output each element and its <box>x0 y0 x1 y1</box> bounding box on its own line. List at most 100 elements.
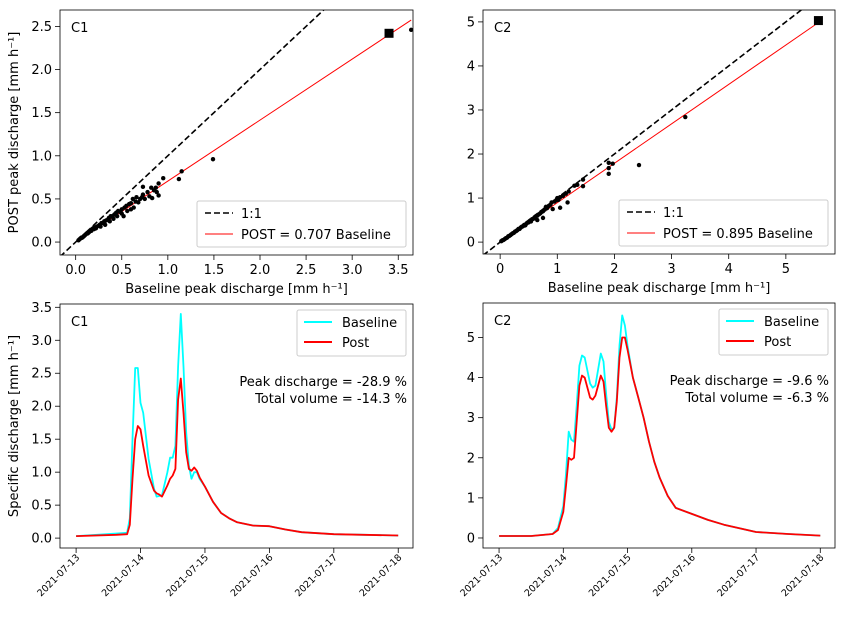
y-tick-label: 2 <box>467 148 475 163</box>
scatter-point <box>107 219 112 224</box>
scatter-point <box>606 160 611 166</box>
plot-area <box>483 10 823 254</box>
legend: Baseline Post <box>296 309 407 357</box>
x-tick-label: 2021-07-13 <box>35 552 82 599</box>
x-tick-label: 3.0 <box>342 263 363 278</box>
scatter-point <box>565 200 570 205</box>
legend: 1:1 POST = 0.895 Baseline <box>618 199 829 247</box>
annotation: Total volume = -6.3 % <box>684 391 829 406</box>
scatter-point <box>149 185 154 190</box>
y-tick-label: 2.5 <box>31 367 52 382</box>
plot-area <box>60 10 413 255</box>
scatter-point <box>145 189 150 195</box>
x-tick-label: 2021-07-18 <box>358 552 405 599</box>
fit-line <box>78 19 412 241</box>
x-tick-label: 0.5 <box>111 263 132 278</box>
legend: Baseline Post <box>718 308 829 356</box>
scatter-point <box>408 27 413 33</box>
y-axis-label: POST peak discharge [mm h⁻¹] <box>7 32 22 234</box>
scatter-point <box>683 114 688 120</box>
scatter-point <box>610 161 615 166</box>
scatter-point <box>98 224 103 229</box>
panel-3: 0 1 2 3 4 5 2021-07-13 2021-07-14 2021-07-15 2021… <box>458 302 836 599</box>
panel-label: C1 <box>71 21 88 36</box>
y-tick-label: 2.0 <box>31 63 52 78</box>
x-tick-label: 2021-07-18 <box>780 552 827 599</box>
y-tick-label: 2.0 <box>31 400 52 415</box>
scatter-point <box>161 176 166 181</box>
legend-label: Post <box>342 336 369 351</box>
axes-frame <box>59 9 414 256</box>
y-tick-label: 1.5 <box>31 433 52 448</box>
scatter-point <box>580 183 586 189</box>
scatter-point <box>121 213 126 219</box>
scatter-point <box>128 201 134 206</box>
scatter-point <box>111 216 116 221</box>
scatter-point <box>606 171 611 177</box>
legend-box <box>196 200 407 248</box>
series-line-post <box>76 377 399 537</box>
scatter-point <box>156 193 161 198</box>
panel-label: C2 <box>494 21 511 36</box>
x-tick-label: 5 <box>782 262 790 277</box>
scatter-point <box>176 176 182 182</box>
legend: 1:1 POST = 0.707 Baseline <box>196 200 407 248</box>
x-tick-label: 2021-07-16 <box>651 552 698 599</box>
x-tick-label: 1.5 <box>204 263 225 278</box>
x-tick-label: 0 <box>496 262 504 277</box>
scatter-point <box>636 162 642 168</box>
x-tick-label: 2021-07-17 <box>293 552 340 599</box>
highlight-square <box>384 28 394 38</box>
annotation: Peak discharge = -9.6 % <box>670 374 829 389</box>
legend-label: 1:1 <box>241 207 262 222</box>
legend-label: 1:1 <box>663 206 684 221</box>
y-tick-label: 2 <box>467 451 475 466</box>
axes-frame <box>482 302 836 549</box>
scatter-point <box>114 213 120 219</box>
annotation: Peak discharge = -28.9 % <box>239 375 407 390</box>
y-tick-label: 1.0 <box>31 466 52 481</box>
panel-label: C2 <box>494 314 511 329</box>
scatter-point <box>102 222 108 228</box>
x-tick-label: 3.5 <box>388 263 409 278</box>
y-tick-label: 1.0 <box>31 149 52 164</box>
x-tick-label: 0.0 <box>65 263 86 278</box>
scatter-point <box>136 200 141 205</box>
y-tick-label: 4 <box>467 59 475 74</box>
y-tick-label: 1 <box>467 192 475 207</box>
scatter-point <box>140 184 146 190</box>
scatter-point <box>606 165 611 171</box>
legend-label: POST = 0.895 Baseline <box>663 227 813 242</box>
scatter-point <box>575 182 580 188</box>
series-line-post <box>499 336 821 537</box>
y-tick-label: 0.5 <box>31 499 52 514</box>
y-tick-label: 0.5 <box>31 192 52 207</box>
scatter-point <box>134 195 139 200</box>
x-tick-label: 2021-07-15 <box>587 552 634 599</box>
scatter-point <box>580 177 586 182</box>
scatter-point <box>550 206 555 212</box>
scatter-point <box>131 205 136 210</box>
legend-label: Post <box>764 335 791 350</box>
y-tick-label: 0.0 <box>31 532 52 547</box>
x-tick-label: 2021-07-17 <box>715 552 762 599</box>
scatter-point <box>535 217 540 223</box>
legend-box <box>618 199 829 247</box>
highlight-square <box>813 16 823 26</box>
y-tick-label: 5 <box>467 15 475 30</box>
fit-line <box>501 20 821 242</box>
x-tick-label: 4 <box>725 262 733 277</box>
y-tick-label: 3 <box>467 411 475 426</box>
x-tick-label: 2021-07-14 <box>100 552 147 599</box>
x-axis-label: Baseline peak discharge [mm h⁻¹] <box>125 282 348 297</box>
panel-label: C1 <box>71 315 88 330</box>
plot-area <box>499 314 821 537</box>
x-tick-label: 3 <box>667 262 675 277</box>
x-tick-label: 1.0 <box>157 263 178 278</box>
scatter-point <box>566 189 571 194</box>
scatter-point <box>142 196 147 202</box>
x-tick-label: 2021-07-14 <box>523 552 570 599</box>
y-tick-label: 5 <box>467 331 475 346</box>
legend-label: Baseline <box>342 316 397 331</box>
